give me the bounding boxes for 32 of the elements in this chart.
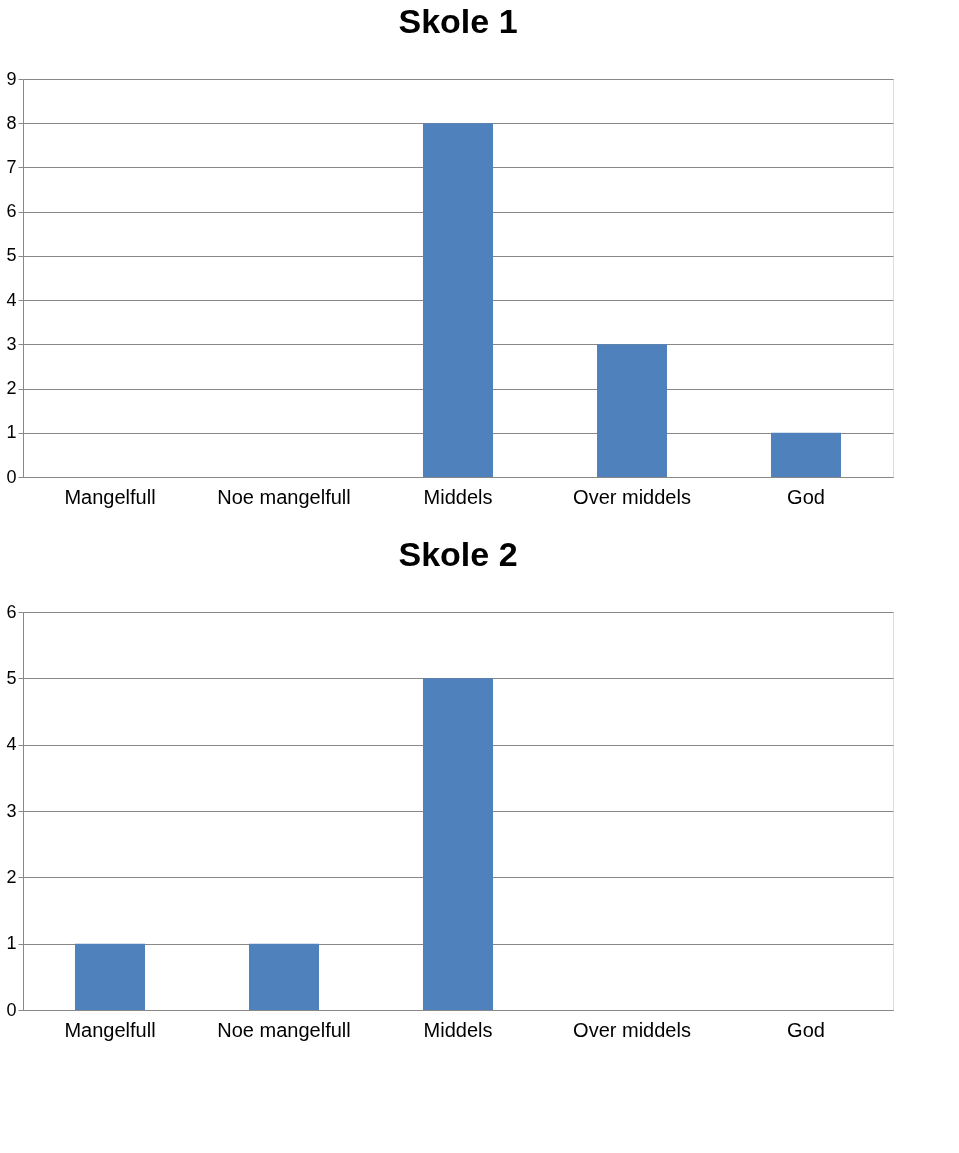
bar [423,123,493,477]
y-tick-label: 0 [6,999,17,1020]
y-tick-label: 2 [6,866,17,887]
y-tick-label: 5 [6,667,17,688]
y-tick-label: 1 [6,422,17,443]
y-tick-label: 5 [6,245,17,266]
y-tick-label: 8 [6,112,17,133]
bar [771,432,841,477]
y-tick-label: 4 [6,289,17,310]
y-tick-label: 4 [6,734,17,755]
x-tick-label: Mangelfull [64,1018,156,1041]
x-tick-label: God [787,485,825,508]
chart-title: Skole 1 [398,2,518,40]
x-tick-label: Mangelfull [64,485,156,508]
x-tick-label: God [787,1018,825,1041]
y-tick-label: 0 [6,466,17,487]
x-tick-label: Noe mangelfull [217,1018,351,1041]
y-tick-label: 6 [6,201,17,222]
y-tick-label: 3 [6,800,17,821]
y-tick-label: 2 [6,378,17,399]
x-tick-label: Over middels [573,485,691,508]
y-tick-label: 6 [6,601,17,622]
x-tick-label: Middels [423,485,493,508]
x-tick-label: Noe mangelfull [217,485,351,508]
y-tick-label: 1 [6,933,17,954]
x-tick-label: Over middels [573,1018,691,1041]
y-tick-label: 3 [6,333,17,354]
x-tick-label: Middels [423,1018,493,1041]
chart-title: Skole 2 [398,535,518,573]
y-tick-label: 7 [6,156,17,177]
y-tick-label: 9 [6,68,17,89]
bar [597,344,667,477]
